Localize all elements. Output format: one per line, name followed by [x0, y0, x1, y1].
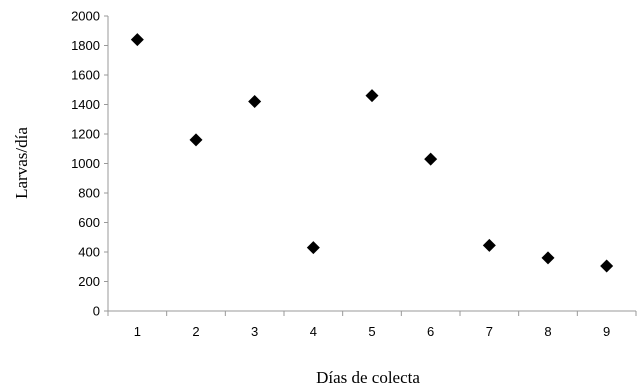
data-point-diamond — [365, 89, 379, 103]
y-tick-label: 2000 — [71, 9, 100, 24]
data-point-diamond — [482, 238, 496, 252]
y-axis-title: Larvas/día — [12, 127, 31, 199]
y-tick-label: 600 — [78, 215, 100, 230]
x-tick-label: 6 — [427, 324, 434, 339]
y-tick-label: 400 — [78, 245, 100, 260]
data-point-diamond — [306, 241, 320, 255]
x-tick-label: 9 — [603, 324, 610, 339]
data-point-diamond — [130, 33, 144, 47]
data-point-diamond — [424, 152, 438, 166]
y-tick-label: 0 — [93, 304, 100, 319]
x-tick-label: 3 — [251, 324, 258, 339]
y-axis-ticks: 0 200 400 600 800 1000 1200 1400 1600 1800 2000 — [71, 9, 108, 319]
data-point-diamond — [600, 259, 614, 273]
x-tick-label: 1 — [134, 324, 141, 339]
x-axis-ticks: 1 2 3 4 5 6 7 8 9 — [107, 311, 637, 339]
x-tick-label: 2 — [192, 324, 199, 339]
y-tick-label: 1000 — [71, 156, 100, 171]
y-tick-label: 1600 — [71, 68, 100, 83]
data-point-diamond — [541, 251, 555, 265]
y-tick-label: 1200 — [71, 127, 100, 142]
y-tick-label: 1800 — [71, 38, 100, 53]
x-axis-title: Días de colecta — [316, 368, 420, 387]
data-points — [130, 33, 614, 273]
x-tick-label: 4 — [310, 324, 317, 339]
y-tick-label: 800 — [78, 186, 100, 201]
x-tick-label: 5 — [368, 324, 375, 339]
data-point-diamond — [189, 133, 203, 147]
x-tick-label: 7 — [486, 324, 493, 339]
y-tick-label: 1400 — [71, 97, 100, 112]
data-point-diamond — [248, 95, 262, 109]
x-tick-label: 8 — [544, 324, 551, 339]
y-tick-label: 200 — [78, 274, 100, 289]
